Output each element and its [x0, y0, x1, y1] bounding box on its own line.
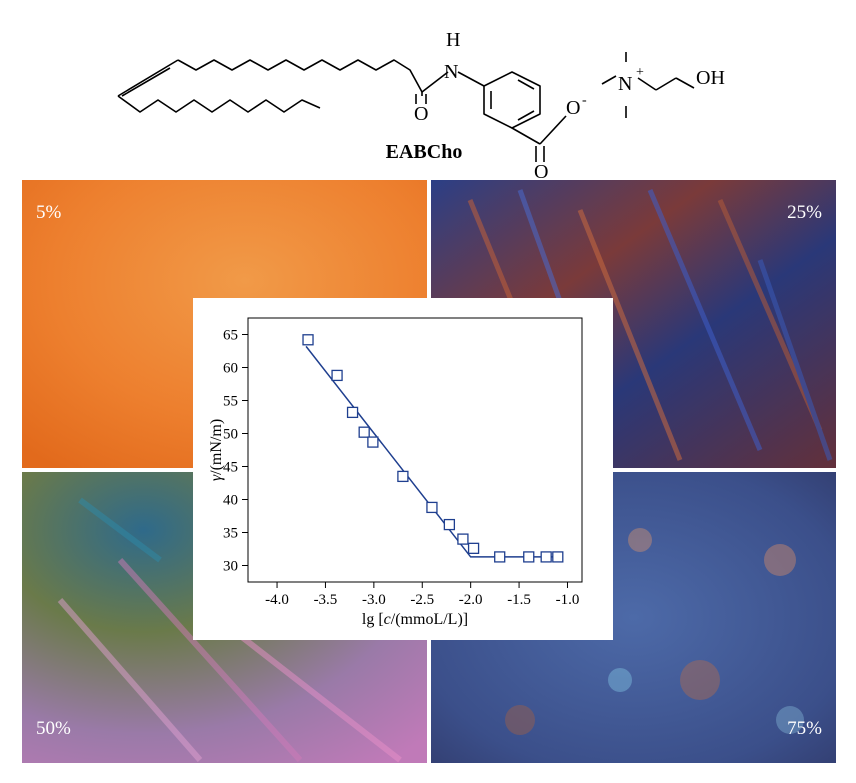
- data-point: [426, 501, 438, 514]
- atom-n: N: [444, 61, 458, 83]
- atom-h: H: [446, 29, 460, 51]
- data-point: [397, 470, 409, 483]
- data-point: [302, 334, 314, 346]
- data-point: [367, 436, 379, 448]
- data-point: [494, 551, 506, 563]
- x-tick-label: -2.0: [459, 592, 483, 608]
- plot-frame: [247, 317, 583, 583]
- data-points: [302, 334, 564, 563]
- chart-card: [193, 298, 613, 640]
- x-axis-label: lg [c/(mmoL/L)]: [362, 611, 468, 628]
- y-tick-label: 60: [223, 361, 238, 377]
- x-tick-label: -3.0: [362, 592, 386, 608]
- x-tick-label: -3.5: [314, 592, 338, 608]
- y-tick-label: 55: [223, 394, 238, 410]
- y-tick-label: 40: [223, 493, 238, 509]
- data-point: [358, 426, 370, 438]
- x-tick-label: -2.5: [410, 592, 434, 608]
- y-tick-label: 45: [223, 460, 238, 476]
- panel-label-50: 50%: [36, 718, 71, 739]
- surface-tension-chart: -4.0 -3.5 -3.0 -2.5 -2.0 -1.5 -1.0 30 35 40 45 50 5…: [208, 317, 583, 628]
- x-tick-label: -4.0: [265, 592, 289, 608]
- molecule-atom-labels: H N O O - O N + OH: [414, 29, 725, 183]
- charge-minus: -: [582, 93, 587, 108]
- y-axis-label: γ/(mN/m): [208, 419, 225, 481]
- y-tick-label: 65: [223, 328, 238, 344]
- charge-plus: +: [636, 65, 644, 80]
- data-point: [540, 551, 552, 563]
- y-tick-label: 30: [223, 559, 238, 575]
- atom-oh: OH: [696, 67, 725, 89]
- data-point: [443, 518, 456, 531]
- x-tick-label: -1.5: [507, 592, 531, 608]
- data-point: [523, 551, 535, 563]
- x-axis-ticks: -4.0 -3.5 -3.0 -2.5 -2.0 -1.5 -1.0: [265, 582, 579, 608]
- data-point: [331, 369, 343, 382]
- y-tick-label: 50: [223, 427, 238, 443]
- data-point: [457, 533, 469, 545]
- data-point: [467, 542, 480, 554]
- atom-n-plus: N: [618, 73, 632, 95]
- y-tick-label: 35: [223, 526, 238, 542]
- panel-label-5: 5%: [36, 202, 62, 223]
- x-tick-label: -1.0: [556, 592, 580, 608]
- atom-o-amide: O: [414, 103, 428, 125]
- atom-o-acid: O: [534, 161, 548, 183]
- molecule-structure: [117, 52, 695, 162]
- data-point: [346, 406, 359, 419]
- panel-label-25: 25%: [787, 202, 822, 223]
- atom-o-minus: O: [566, 97, 580, 119]
- molecule-name: EABCho: [386, 141, 463, 163]
- y-axis-ticks: 30 35 40 45 50 55 60 65: [223, 328, 248, 575]
- panel-label-75: 75%: [787, 718, 822, 739]
- data-point: [552, 551, 564, 563]
